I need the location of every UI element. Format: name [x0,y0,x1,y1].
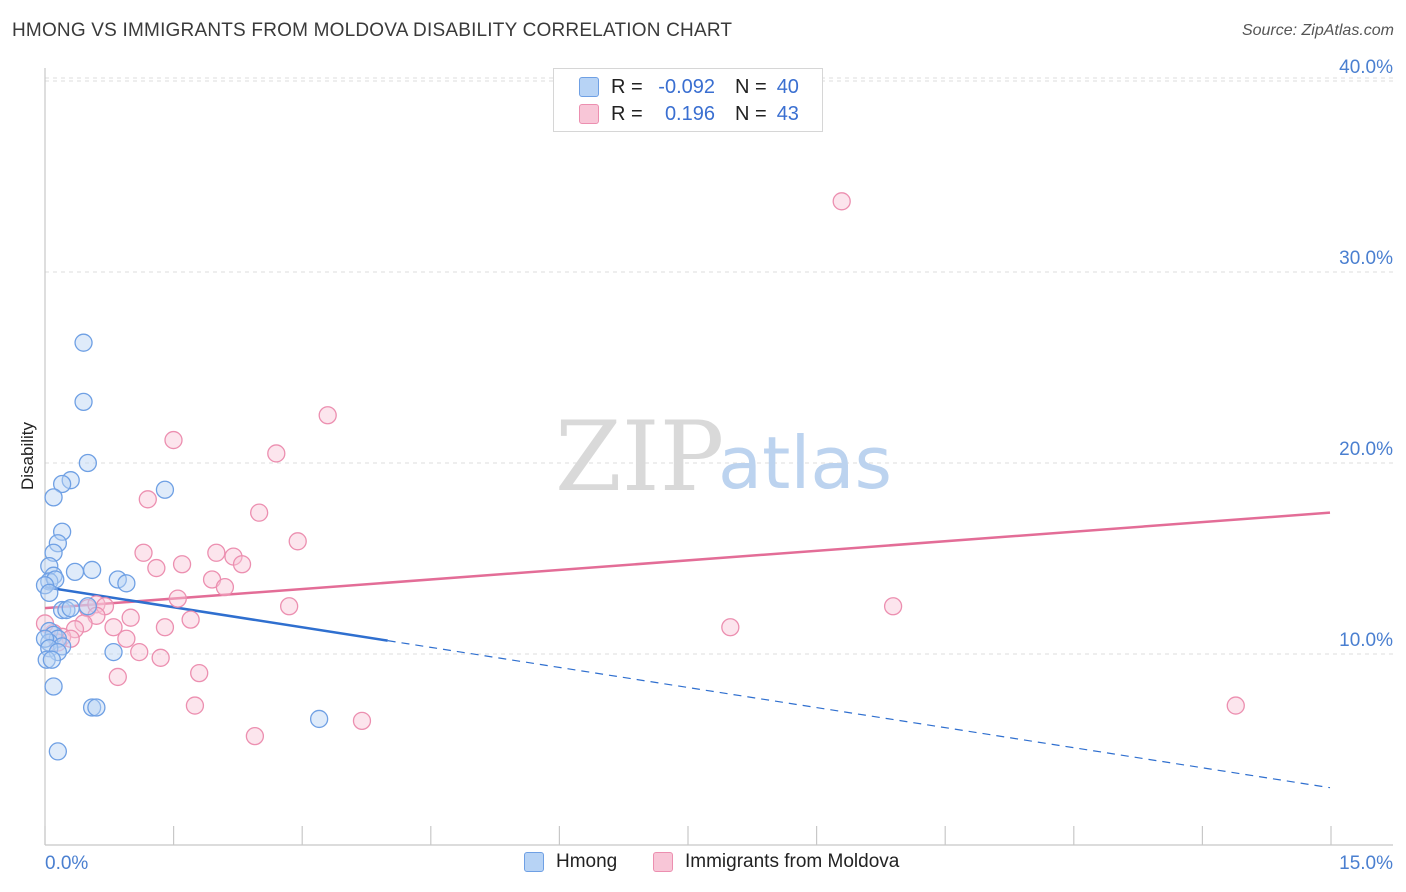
point-hmong [40,556,59,576]
point-moldova [181,610,200,629]
point-moldova [267,444,286,463]
point-hmong [48,742,67,761]
legend-n-label: N = [735,75,767,98]
point-hmong [74,392,93,412]
point-moldova [172,555,192,574]
watermark: ZIP atlas [555,401,892,513]
watermark-zip: ZIP [555,401,724,513]
point-hmong [104,642,123,662]
point-moldova [121,608,140,627]
point-moldova [164,430,183,450]
legend-n-value: 40 [776,75,799,98]
legend-row-hmong: R = -0.092 N = 40 [554,74,799,100]
point-moldova [1226,696,1245,715]
point-hmong [61,471,80,490]
legend-n-value: 43 [776,102,799,125]
point-moldova [138,490,157,509]
point-moldova [190,663,209,683]
y-tick-label: 20.0% [1339,439,1393,460]
point-hmong [78,453,97,473]
y-tick-label: 30.0% [1339,248,1393,269]
legend-item-moldova[interactable]: Immigrants from Moldova [653,851,899,873]
point-moldova [147,558,166,578]
x-tick-label-min: 0.0% [45,853,88,874]
point-moldova [279,597,299,616]
point-moldova [245,726,265,746]
legend-row-moldova: R = 0.196 N = 43 [554,101,799,127]
point-moldova [288,532,307,551]
point-hmong [309,709,329,729]
point-moldova [352,711,372,730]
legend-r-value: -0.092 [658,75,715,98]
point-hmong [35,629,55,648]
watermark-atlas: atlas [718,421,892,505]
legend-swatch-hmong [524,852,544,872]
point-moldova [185,696,205,715]
point-hmong [44,488,63,507]
point-moldova [318,406,337,425]
x-tick-label-max: 15.0% [1339,853,1393,874]
chart-title: HMONG VS IMMIGRANTS FROM MOLDOVA DISABIL… [12,20,733,41]
tick-labels: 10.0% 20.0% 30.0% 40.0% 0.0% 15.0% [45,57,1393,874]
legend-item-hmong[interactable]: Hmong [524,851,617,873]
trend-line-moldova [44,511,1331,610]
point-hmong [61,599,80,618]
legend-r-label: R = [611,102,643,125]
series-legend: Hmong Immigrants from Moldova [0,851,1406,879]
point-moldova [104,618,123,637]
data-points [35,192,1245,761]
point-hmong [42,650,62,669]
y-axis-label: Disability [18,421,37,490]
point-moldova [207,543,226,562]
point-moldova [232,555,252,574]
trend-lines [44,511,1331,789]
legend-swatch-moldova [579,104,599,124]
legend-label-moldova: Immigrants from Moldova [685,851,900,872]
point-hmong [82,560,102,580]
trend-line-hmong [44,585,388,642]
point-hmong [65,562,85,582]
point-hmong [108,570,127,589]
point-moldova [155,618,175,637]
point-moldova [832,192,851,211]
point-hmong [37,650,56,669]
legend-swatch-moldova [653,852,673,872]
y-tick-label: 40.0% [1339,57,1393,78]
point-moldova [721,618,740,637]
point-moldova [168,589,187,608]
point-hmong [82,698,102,717]
point-hmong [74,333,93,352]
point-moldova [215,578,235,597]
point-hmong [46,570,65,589]
point-hmong [87,698,106,717]
point-moldova [117,629,136,648]
point-hmong [40,583,59,603]
legend-r-value: 0.196 [664,102,715,125]
legend-swatch-hmong [579,77,599,97]
legend-label-hmong: Hmong [556,851,618,872]
point-hmong [44,677,63,696]
point-moldova [108,667,127,687]
point-moldova [151,648,170,667]
point-hmong [117,574,136,593]
axes [44,68,1393,846]
point-moldova [250,503,269,522]
legend-r-label: R = [611,75,643,98]
point-hmong [52,474,72,494]
point-moldova [134,543,153,562]
legend-n-label: N = [735,102,767,125]
point-hmong [48,534,67,553]
stats-legend: R = -0.092 N = 40 R = 0.196 N = 43 [553,68,823,132]
point-moldova [883,597,903,616]
point-hmong [155,480,175,499]
point-moldova [130,642,149,662]
point-hmong [40,639,59,658]
point-hmong [78,597,97,616]
trend-line-hmong-projection [387,640,1331,789]
y-tick-label: 10.0% [1339,630,1393,651]
source-label: Source: ZipAtlas.com [1241,22,1394,39]
point-hmong [52,522,72,541]
